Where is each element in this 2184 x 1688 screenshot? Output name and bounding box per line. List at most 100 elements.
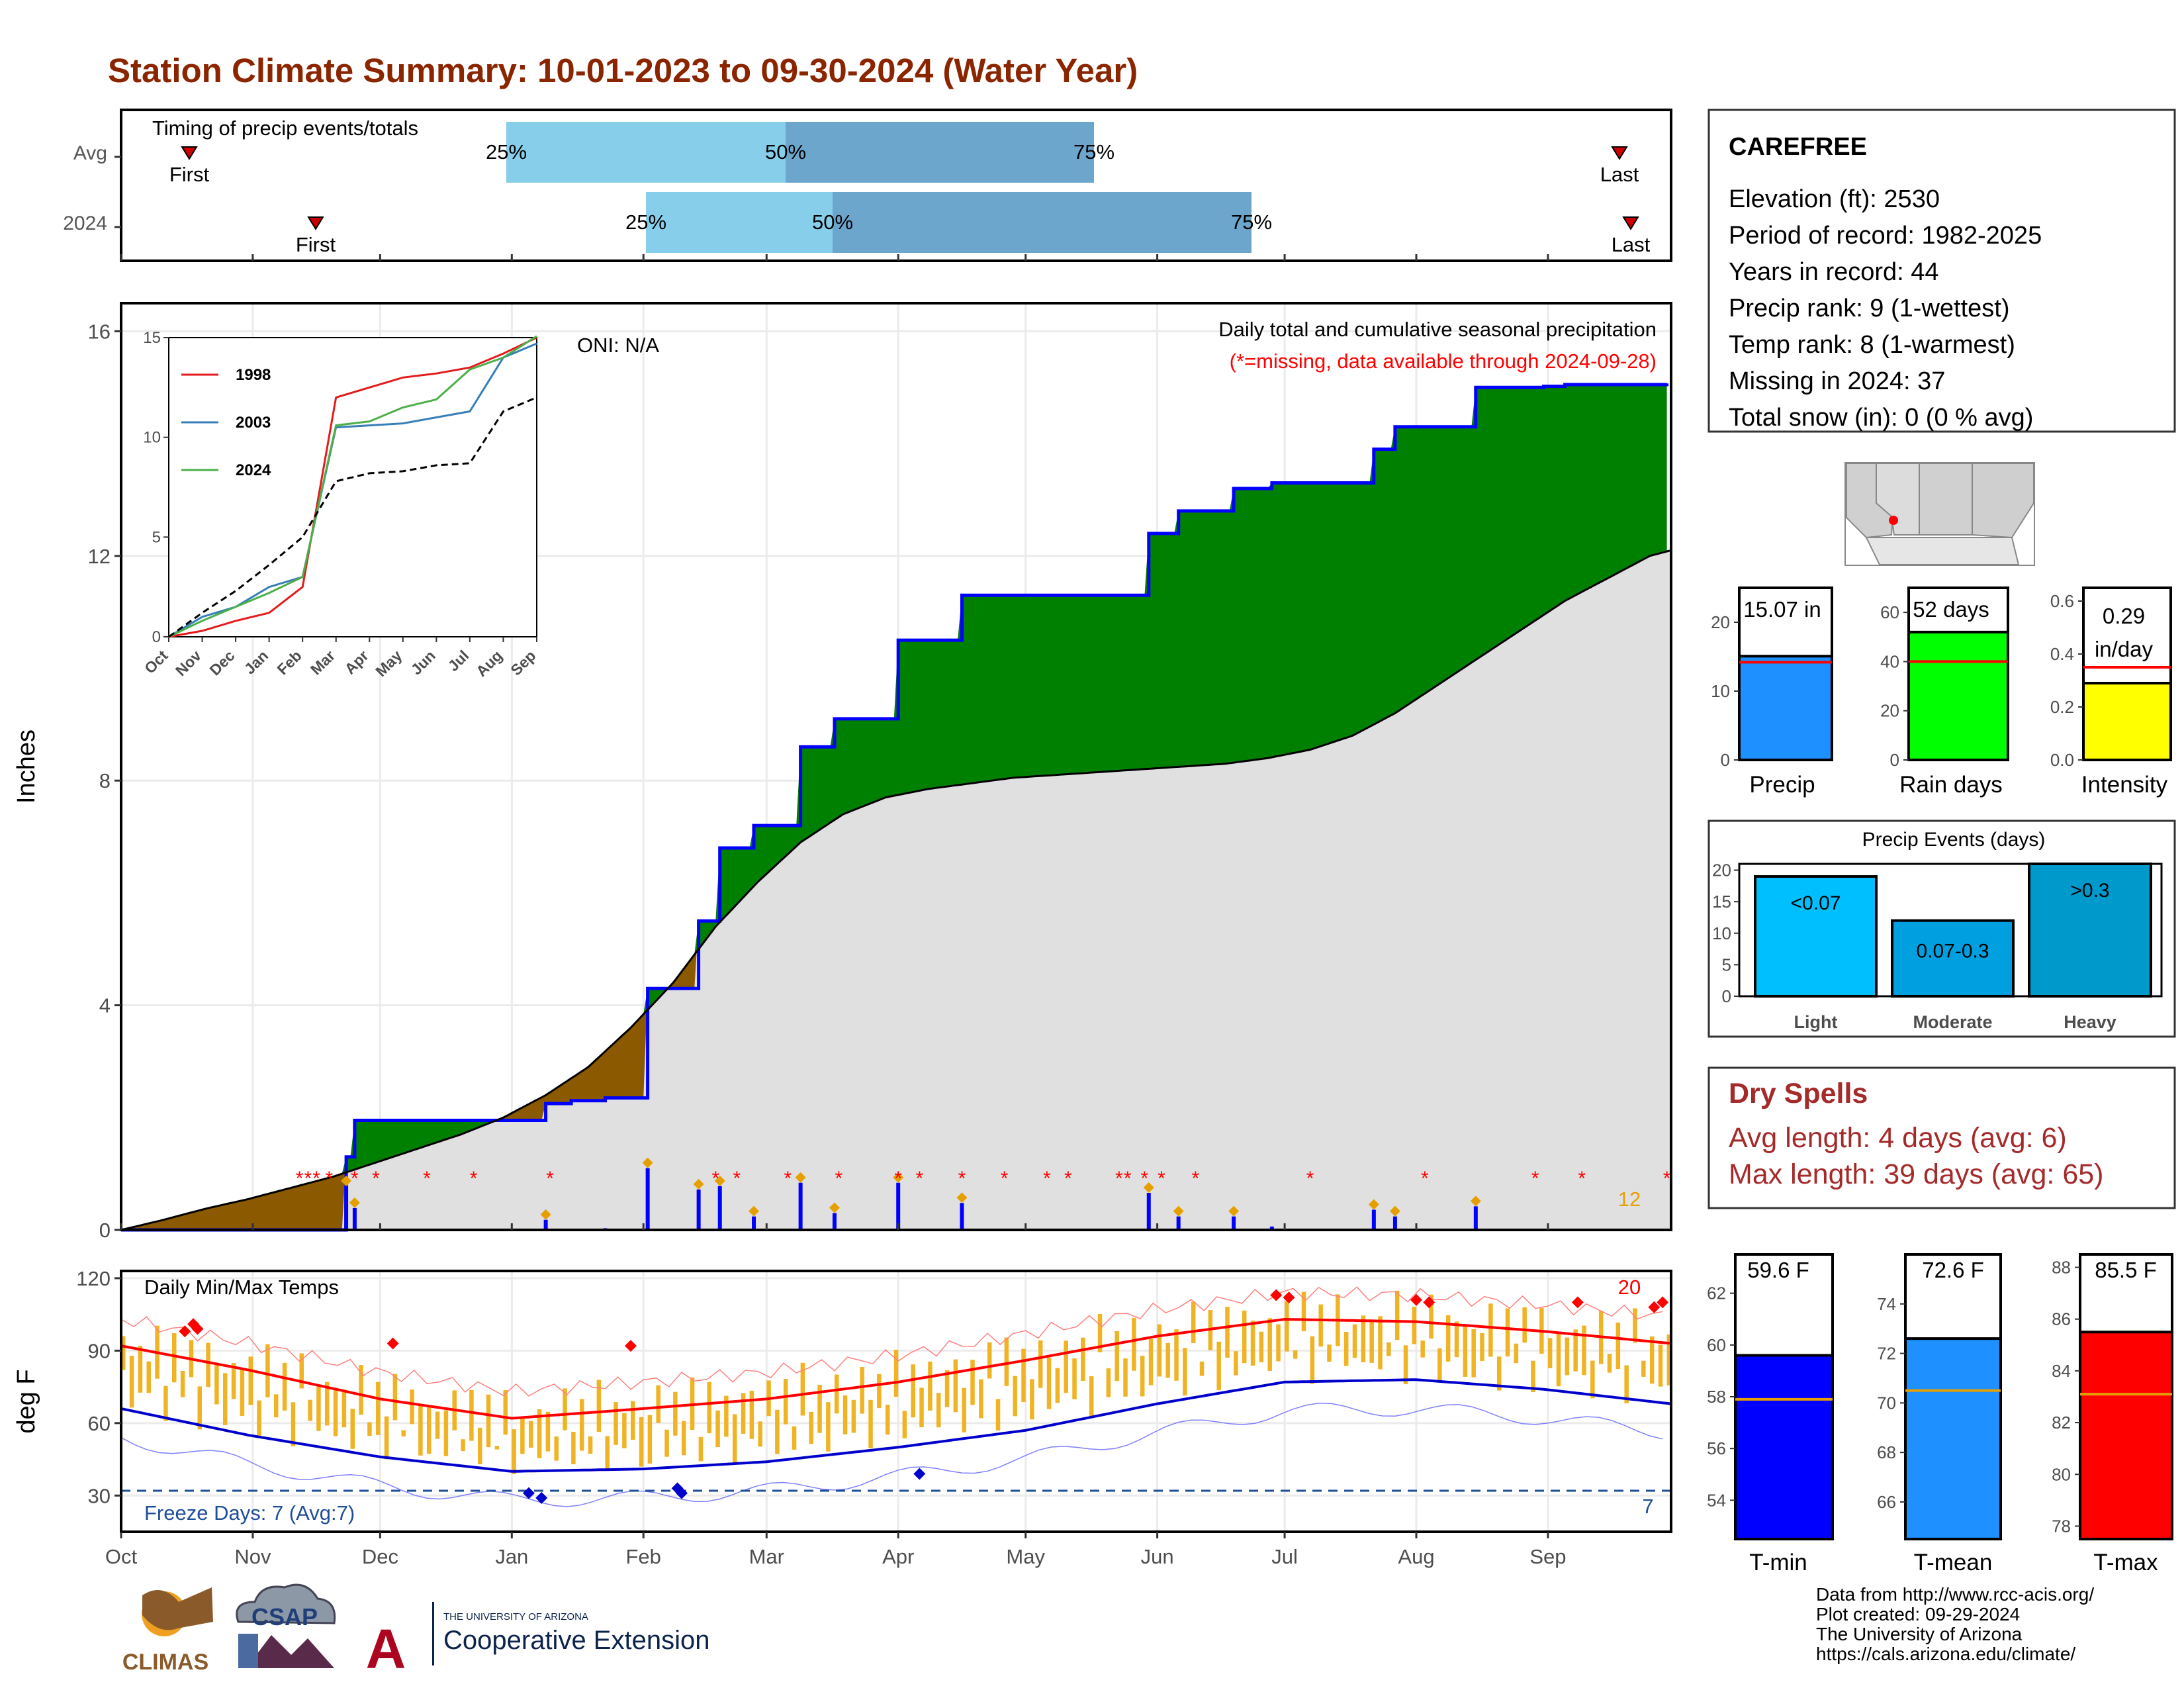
climas-logo-mark — [142, 1587, 213, 1630]
climas-logo: CLIMAS — [122, 1587, 213, 1675]
daily-temp-range-bar — [503, 1389, 508, 1435]
inset-x-tick-label: Oct — [141, 647, 171, 677]
daily-temp-range-bar — [121, 1336, 126, 1370]
missing-data-marker: * — [546, 1168, 554, 1190]
temperature-panel: Daily Min/Max Temps 20 Freeze Days: 7 (A… — [13, 1267, 1672, 1568]
daily-temp-range-bar — [1174, 1329, 1179, 1381]
station-box: CAREFREE Elevation (ft): 2530 Period of … — [1707, 109, 2176, 433]
last-event-label: Last — [1612, 233, 1651, 256]
daily-temp-range-bar — [893, 1349, 899, 1397]
timing-row-avg: Avg — [73, 142, 107, 164]
daily-temp-range-bar — [1259, 1331, 1264, 1362]
temp-bar-tick-label: 54 — [1707, 1490, 1726, 1510]
precip-frame — [120, 302, 1672, 1231]
record-low-line — [120, 1403, 1663, 1507]
missing-data-marker: * — [733, 1168, 741, 1190]
first-event-label: First — [296, 233, 336, 256]
intensity-mini-label: Intensity — [2081, 772, 2168, 798]
freeze-day-marker — [675, 1487, 688, 1499]
temp-bar-tick-label: 56 — [1707, 1438, 1726, 1458]
heavy-event-marker — [1389, 1205, 1400, 1217]
summary-bars: 0 10 20 0 20 40 60 0.0 0.2 0.4 0.6 — [1711, 586, 2172, 770]
raindays-mini-label: Rain days — [1899, 772, 2003, 798]
daily-temp-range-bar — [732, 1414, 737, 1465]
inset-y-tick-label: 10 — [143, 429, 161, 447]
daily-temp-range-bar — [375, 1382, 381, 1435]
missing-data-marker: * — [915, 1168, 923, 1190]
daily-temp-range-bar — [486, 1394, 491, 1448]
missing-data-marker: * — [1064, 1168, 1072, 1190]
timing-bar-50-75 — [786, 122, 1094, 183]
timing-p25-label: 25% — [625, 211, 666, 234]
daily-temp-range-bar — [146, 1361, 151, 1393]
daily-temp-range-bar — [614, 1402, 618, 1445]
heavy-event-marker — [341, 1175, 352, 1186]
map-new-mexico — [1919, 463, 1973, 536]
daily-temp-range-bar — [588, 1436, 593, 1454]
events-y-tick-label: 15 — [1712, 892, 1731, 912]
hot-day-marker — [191, 1323, 204, 1335]
daily-temp-range-bar — [792, 1426, 797, 1450]
daily-temp-range-bar — [1301, 1291, 1306, 1332]
temp-bar-tick-label: 78 — [2052, 1516, 2071, 1536]
daily-temp-range-bar — [231, 1363, 236, 1399]
daily-temp-range-bar — [1276, 1324, 1281, 1362]
daily-temp-range-bar — [1522, 1307, 1527, 1343]
daily-temp-range-bar — [1641, 1360, 1646, 1377]
station-precip-rank: Precip rank: 9 (1-wettest) — [1729, 295, 2009, 322]
hot-days-count: 20 — [1618, 1276, 1641, 1299]
first-event-label: First — [169, 163, 210, 186]
daily-temp-range-bar — [1013, 1376, 1017, 1417]
record-high-line — [120, 1286, 1663, 1397]
daily-temp-range-bar — [1097, 1314, 1103, 1352]
above-average-area — [121, 383, 1667, 1230]
daily-temp-range-bar — [461, 1439, 465, 1452]
daily-precip-bar — [717, 1186, 722, 1230]
inset-x-tick-label: Aug — [473, 647, 506, 680]
credit-line-4: https://cals.arizona.edu/climate/ — [1816, 1644, 2075, 1664]
daily-temp-range-bar — [257, 1400, 261, 1438]
dry-spells-title: Dry Spells — [1729, 1078, 1868, 1109]
daily-temp-range-bar — [1165, 1342, 1170, 1378]
precip-events-panel: Precip Events (days) 0 5 10 15 20 <0.07 Light 0… — [1707, 820, 2176, 1038]
station-missing: Missing in 2024: 37 — [1729, 367, 1945, 395]
last-event-marker — [1622, 216, 1639, 230]
average-max-line — [120, 1317, 1672, 1420]
daily-temp-range-bar — [554, 1436, 559, 1461]
daily-temp-range-bar — [273, 1394, 279, 1418]
hot-day-marker — [1571, 1296, 1584, 1309]
hot-day-marker — [1648, 1301, 1661, 1313]
daily-temp-range-bar — [401, 1430, 406, 1436]
inset-x-tick-label: Apr — [341, 647, 371, 677]
mini-bar-tick-label: 10 — [1711, 681, 1730, 701]
temp-x-tick-label: Nov — [234, 1545, 271, 1568]
precip-panel-subtitle: (*=missing, data available through 2024-… — [1230, 350, 1657, 373]
missing-data-marker: * — [423, 1168, 431, 1190]
raindays-mini-value: 52 days — [1913, 597, 1989, 622]
daily-temp-range-bar — [180, 1370, 185, 1397]
daily-precip-bar — [1176, 1216, 1181, 1230]
daily-precip-bar — [798, 1182, 803, 1230]
heavy-event-marker — [749, 1205, 760, 1217]
dry-spells-avg: Avg length: 4 days (avg: 6) — [1729, 1122, 2067, 1154]
timing-label: Timing of precip events/totals — [152, 117, 418, 140]
daily-temp-range-bar — [1429, 1294, 1433, 1339]
daily-temp-range-bar — [384, 1416, 389, 1460]
daily-temp-range-bar — [1106, 1368, 1111, 1397]
daily-temp-range-bar — [1412, 1307, 1417, 1344]
daily-precip-bar — [352, 1207, 357, 1230]
daily-temp-range-bar — [1285, 1301, 1289, 1352]
missing-data-marker: * — [296, 1168, 304, 1190]
missing-data-marker: * — [1421, 1168, 1429, 1190]
daily-temp-range-bar — [919, 1387, 924, 1428]
heavy-event-marker — [1228, 1205, 1240, 1217]
freeze-days-label: Freeze Days: 7 (Avg:7) — [144, 1501, 355, 1524]
csap-stripes — [238, 1634, 258, 1668]
temp-bar-tick-label: 82 — [2052, 1413, 2071, 1432]
inset-y-tick-label: 15 — [143, 329, 161, 347]
ua-divider — [432, 1602, 434, 1665]
inset-legend-label: 2003 — [236, 414, 271, 432]
daily-temp-range-bar — [1394, 1290, 1400, 1340]
inset-x-tick-label: Jul — [445, 647, 473, 675]
intensity-mini-value: 0.29 — [2103, 604, 2145, 628]
